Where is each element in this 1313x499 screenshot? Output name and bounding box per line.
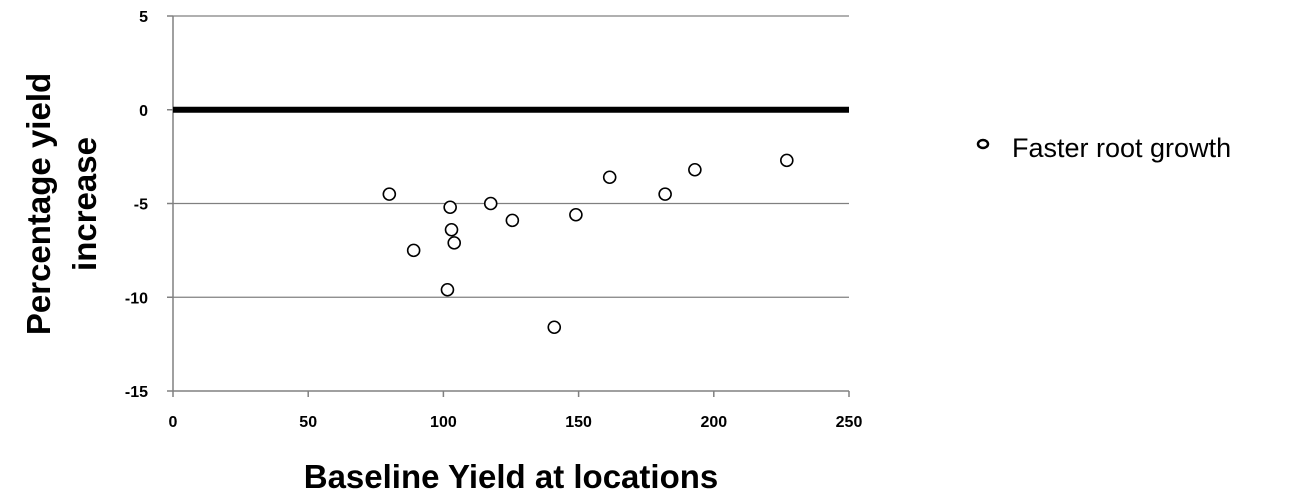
data-point (483, 196, 498, 211)
data-point (447, 236, 462, 250)
data-points (382, 153, 794, 335)
data-point (382, 187, 397, 201)
data-point (780, 153, 794, 168)
y-tick-label: 0 (139, 103, 148, 120)
y-axis-title-line-2: increase (66, 137, 103, 271)
x-tick-label: 100 (430, 414, 457, 431)
y-axis-title-line-1: Percentage yield (20, 73, 57, 335)
x-tick-labels: 0 50 100 150 200 250 (169, 414, 863, 431)
y-tick-label: -5 (134, 197, 148, 214)
legend-marker-open-circle (976, 138, 990, 150)
legend-label: Faster root growth (1012, 133, 1231, 163)
x-tick-label: 200 (700, 414, 727, 431)
y-tick-label: -10 (125, 290, 148, 307)
data-point (602, 170, 617, 185)
gridlines (173, 15, 849, 298)
y-tick-label: 5 (139, 9, 148, 26)
data-point (444, 222, 459, 237)
legend: Faster root growth (976, 133, 1231, 163)
data-point (406, 243, 421, 258)
x-tick-label: 150 (565, 414, 592, 431)
data-point (688, 162, 702, 177)
data-point (658, 187, 672, 201)
data-point (569, 207, 583, 222)
y-axis-title: Percentage yield increase (20, 73, 103, 335)
y-tick-label: -15 (125, 384, 148, 401)
axis-ticks (167, 15, 850, 397)
x-tick-label: 250 (836, 414, 863, 431)
x-tick-label: 50 (299, 414, 317, 431)
y-tick-labels: 5 0 -5 -10 -15 (125, 9, 148, 401)
data-point (440, 282, 455, 297)
data-point (505, 213, 520, 228)
x-axis-title: Baseline Yield at locations (304, 458, 718, 495)
data-point (443, 200, 457, 215)
x-tick-label: 0 (169, 414, 178, 431)
data-point (547, 320, 562, 335)
